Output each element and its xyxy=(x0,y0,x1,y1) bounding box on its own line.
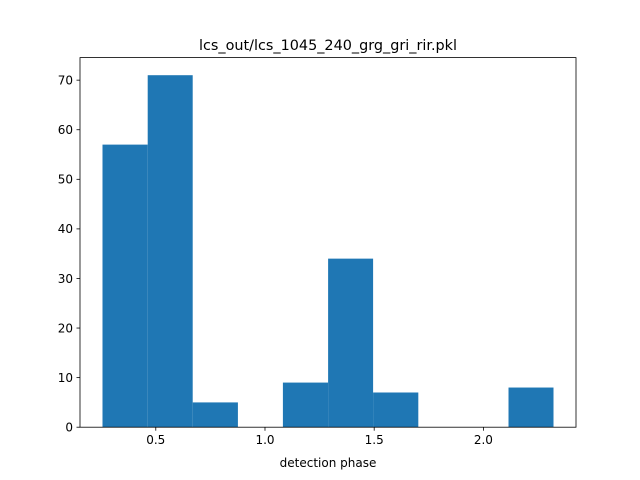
x-tick-label: 1.5 xyxy=(365,433,384,447)
x-tick-label: 2.0 xyxy=(474,433,493,447)
y-axis: 0 10 20 30 40 50 60 70 xyxy=(58,73,80,435)
histogram-bar xyxy=(508,387,554,428)
x-tick-label: 0.5 xyxy=(146,433,165,447)
histogram-bar xyxy=(102,144,148,428)
bars-group xyxy=(102,75,554,428)
histogram-bar xyxy=(328,258,374,428)
histogram-bar xyxy=(282,382,329,428)
y-tick-label: 20 xyxy=(58,321,73,335)
histogram-bar xyxy=(192,402,238,428)
chart-title: lcs_out/lcs_1045_240_grg_gri_rir.pkl xyxy=(199,38,457,54)
y-tick-label: 50 xyxy=(58,173,73,187)
y-tick-label: 30 xyxy=(58,272,73,286)
plot-frame xyxy=(79,57,577,428)
y-tick-label: 60 xyxy=(58,123,73,137)
x-tick-label: 1.0 xyxy=(255,433,274,447)
y-tick-label: 0 xyxy=(65,421,73,435)
histogram-bar xyxy=(147,75,193,428)
x-axis: 0.5 1.0 1.5 2.0 xyxy=(146,427,493,447)
histogram-bar xyxy=(373,392,419,428)
x-axis-label: detection phase xyxy=(280,456,377,470)
y-tick-label: 70 xyxy=(58,73,73,87)
y-tick-label: 40 xyxy=(58,222,73,236)
y-tick-label: 10 xyxy=(58,371,73,385)
